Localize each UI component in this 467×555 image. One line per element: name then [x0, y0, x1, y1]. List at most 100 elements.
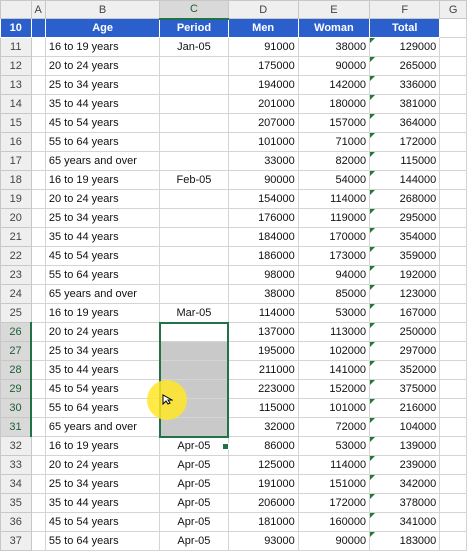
cell-g[interactable]	[439, 18, 467, 38]
cell-a[interactable]	[30, 512, 46, 532]
column-header-c[interactable]: C	[159, 0, 229, 20]
cell-a[interactable]	[30, 379, 46, 399]
total-cell[interactable]: 359000	[369, 246, 441, 266]
row-header[interactable]: 23	[0, 265, 32, 285]
men-cell[interactable]: 194000	[227, 75, 299, 95]
header-total[interactable]: Total	[369, 18, 441, 38]
row-header[interactable]: 36	[0, 512, 32, 532]
age-cell[interactable]: 55 to 64 years	[44, 265, 161, 285]
men-cell[interactable]: 125000	[227, 455, 299, 475]
woman-cell[interactable]: 53000	[297, 436, 371, 456]
row-header[interactable]: 16	[0, 132, 32, 152]
period-cell[interactable]	[159, 151, 229, 171]
men-cell[interactable]: 86000	[227, 436, 299, 456]
row-header[interactable]: 12	[0, 56, 32, 76]
age-cell[interactable]: 16 to 19 years	[44, 436, 161, 456]
cell-a[interactable]	[30, 37, 46, 57]
row-header[interactable]: 14	[0, 94, 32, 114]
woman-cell[interactable]: 173000	[297, 246, 371, 266]
period-cell[interactable]	[159, 56, 229, 76]
cell-g[interactable]	[439, 341, 467, 361]
age-cell[interactable]: 55 to 64 years	[44, 531, 161, 551]
cell-a[interactable]	[30, 246, 46, 266]
cell-g[interactable]	[439, 56, 467, 76]
age-cell[interactable]: 20 to 24 years	[44, 56, 161, 76]
cell-g[interactable]	[439, 132, 467, 152]
cell-a[interactable]	[30, 398, 46, 418]
woman-cell[interactable]: 94000	[297, 265, 371, 285]
total-cell[interactable]: 381000	[369, 94, 441, 114]
period-cell[interactable]	[159, 265, 229, 285]
age-cell[interactable]: 25 to 34 years	[44, 75, 161, 95]
total-cell[interactable]: 144000	[369, 170, 441, 190]
age-cell[interactable]: 35 to 44 years	[44, 227, 161, 247]
cell-a[interactable]	[30, 132, 46, 152]
age-cell[interactable]: 20 to 24 years	[44, 322, 161, 342]
age-cell[interactable]: 55 to 64 years	[44, 398, 161, 418]
cell-a[interactable]	[30, 75, 46, 95]
men-cell[interactable]: 211000	[227, 360, 299, 380]
men-cell[interactable]: 184000	[227, 227, 299, 247]
woman-cell[interactable]: 102000	[297, 341, 371, 361]
period-cell[interactable]	[159, 189, 229, 209]
row-header[interactable]: 30	[0, 398, 32, 418]
cell-g[interactable]	[439, 474, 467, 494]
cell-g[interactable]	[439, 75, 467, 95]
row-header[interactable]: 28	[0, 360, 32, 380]
cell-a[interactable]	[30, 113, 46, 133]
cell-g[interactable]	[439, 322, 467, 342]
men-cell[interactable]: 114000	[227, 303, 299, 323]
total-cell[interactable]: 354000	[369, 227, 441, 247]
row-header[interactable]: 35	[0, 493, 32, 513]
men-cell[interactable]: 223000	[227, 379, 299, 399]
men-cell[interactable]: 101000	[227, 132, 299, 152]
woman-cell[interactable]: 114000	[297, 189, 371, 209]
period-cell[interactable]: Apr-05	[159, 474, 229, 494]
men-cell[interactable]: 175000	[227, 56, 299, 76]
cell-a[interactable]	[30, 474, 46, 494]
period-cell[interactable]: Apr-05	[159, 512, 229, 532]
cell-a[interactable]	[30, 94, 46, 114]
period-cell[interactable]	[159, 75, 229, 95]
cell-g[interactable]	[439, 531, 467, 551]
men-cell[interactable]: 176000	[227, 208, 299, 228]
row-header[interactable]: 26	[0, 322, 32, 342]
men-cell[interactable]: 91000	[227, 37, 299, 57]
age-cell[interactable]: 16 to 19 years	[44, 303, 161, 323]
age-cell[interactable]: 65 years and over	[44, 417, 161, 437]
woman-cell[interactable]: 172000	[297, 493, 371, 513]
column-header-b[interactable]: B	[44, 0, 161, 19]
age-cell[interactable]: 35 to 44 years	[44, 360, 161, 380]
cell-g[interactable]	[439, 436, 467, 456]
men-cell[interactable]: 98000	[227, 265, 299, 285]
woman-cell[interactable]: 180000	[297, 94, 371, 114]
cell-g[interactable]	[439, 379, 467, 399]
cell-g[interactable]	[439, 113, 467, 133]
cell-g[interactable]	[439, 284, 467, 304]
cell-g[interactable]	[439, 265, 467, 285]
age-cell[interactable]: 20 to 24 years	[44, 455, 161, 475]
cell-a[interactable]	[30, 531, 46, 551]
men-cell[interactable]: 191000	[227, 474, 299, 494]
column-header-g[interactable]: G	[439, 0, 467, 19]
total-cell[interactable]: 183000	[369, 531, 441, 551]
cell-g[interactable]	[439, 493, 467, 513]
total-cell[interactable]: 295000	[369, 208, 441, 228]
total-cell[interactable]: 268000	[369, 189, 441, 209]
age-cell[interactable]: 45 to 54 years	[44, 512, 161, 532]
row-header[interactable]: 33	[0, 455, 32, 475]
period-cell[interactable]: Apr-05	[159, 531, 229, 551]
cell-g[interactable]	[439, 170, 467, 190]
cell-a[interactable]	[30, 493, 46, 513]
total-cell[interactable]: 239000	[369, 455, 441, 475]
total-cell[interactable]: 352000	[369, 360, 441, 380]
cell-a[interactable]	[30, 227, 46, 247]
cell-g[interactable]	[439, 455, 467, 475]
header-woman[interactable]: Woman	[297, 18, 371, 38]
men-cell[interactable]: 201000	[227, 94, 299, 114]
row-header[interactable]: 19	[0, 189, 32, 209]
woman-cell[interactable]: 142000	[297, 75, 371, 95]
total-cell[interactable]: 115000	[369, 151, 441, 171]
total-cell[interactable]: 364000	[369, 113, 441, 133]
men-cell[interactable]: 206000	[227, 493, 299, 513]
